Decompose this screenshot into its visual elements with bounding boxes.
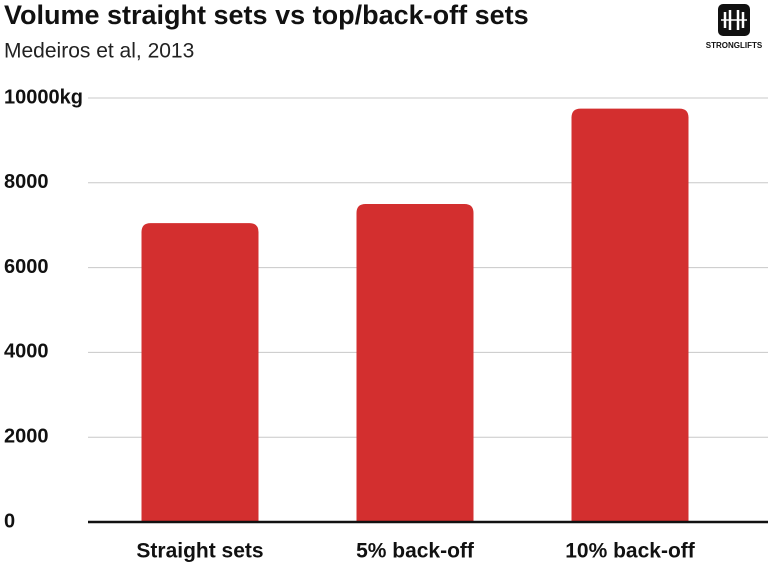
y-tick-label: 8000: [4, 171, 49, 193]
y-tick-label: 0: [4, 510, 15, 532]
brand-logo: STRONGLIFTS: [706, 4, 763, 50]
y-tick-label: 6000: [4, 256, 49, 278]
x-tick-label: Straight sets: [136, 540, 263, 563]
y-tick-label: 10000kg: [4, 86, 83, 108]
x-tick-label: 5% back-off: [356, 540, 475, 563]
chart-title: Volume straight sets vs top/back-off set…: [4, 0, 529, 30]
y-tick-label: 4000: [4, 341, 49, 363]
logo-text: STRONGLIFTS: [706, 41, 763, 50]
bar: [141, 223, 259, 522]
y-tick-label: 2000: [4, 425, 49, 447]
x-tick-label: 10% back-off: [565, 540, 696, 563]
logo-barbell: [721, 10, 747, 30]
bar: [356, 204, 474, 522]
chart-subtitle: Medeiros et al, 2013: [4, 40, 194, 63]
bar: [571, 108, 689, 522]
